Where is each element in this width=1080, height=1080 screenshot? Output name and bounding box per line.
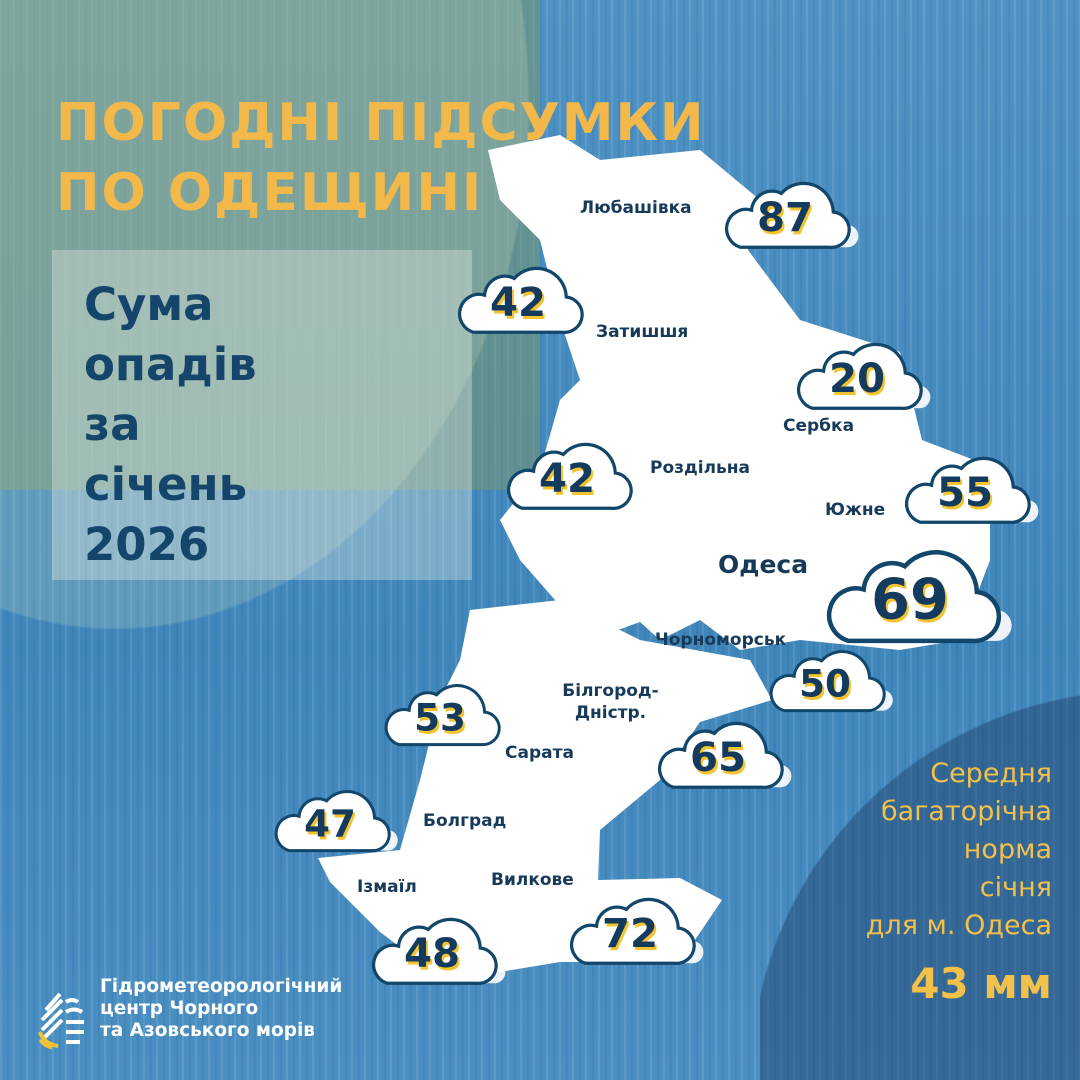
station-label: Чорноморськ — [655, 630, 787, 650]
precipitation-value: 69 — [871, 567, 949, 633]
cloud-icon — [506, 442, 641, 510]
cloud-icon — [569, 897, 704, 965]
precipitation-cloud: 48 — [367, 909, 506, 987]
precipitation-value: 42 — [538, 455, 596, 503]
decorative-circle — [0, 0, 530, 630]
norm-circle — [760, 690, 1080, 1080]
precipitation-value: 20 — [828, 355, 886, 403]
precipitation-value: 47 — [304, 801, 356, 846]
norm-line: Середня — [930, 758, 1052, 789]
cloud-icon — [769, 650, 893, 713]
precipitation-value: 72 — [601, 910, 659, 958]
precipitation-value: 53 — [414, 695, 466, 740]
cloud-icon — [274, 790, 398, 853]
map-north — [488, 135, 1000, 650]
station-label: Затишшя — [596, 322, 689, 342]
station-label: Сербка — [783, 416, 855, 436]
org-line: та Азовського морів — [100, 1020, 315, 1041]
precipitation-cloud: 50 — [765, 642, 893, 714]
subtitle-line: опадів — [84, 338, 257, 391]
norm-line: норма — [963, 834, 1052, 865]
cloud-icon — [904, 456, 1039, 524]
norm-line: багаторічна — [881, 796, 1052, 827]
green-panel — [0, 0, 540, 490]
cloud-icon — [657, 721, 792, 789]
org-line: Гідрометеорологічний — [100, 976, 343, 997]
precipitation-cloud: 69 — [820, 538, 1012, 646]
precipitation-cloud: 42 — [502, 434, 641, 512]
precipitation-cloud: 65 — [653, 713, 792, 791]
subtitle: Сума опадів за січень 2026 — [84, 275, 257, 575]
station-label: Любашівка — [580, 198, 692, 218]
precipitation-value: 65 — [689, 734, 747, 782]
precipitation-value: 48 — [403, 930, 461, 978]
title-line: ПОГОДНІ ПІДСУМКИ — [56, 93, 706, 153]
cloud-icon — [457, 266, 592, 334]
station-label: Сарата — [505, 743, 574, 763]
station-label: Южне — [825, 500, 886, 520]
precipitation-value: 55 — [936, 469, 994, 517]
precipitation-value: 50 — [799, 661, 851, 706]
station-label: Вилкове — [491, 870, 574, 890]
subtitle-line: 2026 — [84, 518, 210, 571]
page-title: ПОГОДНІ ПІДСУМКИ ПО ОДЕЩИНІ — [56, 88, 706, 228]
precipitation-cloud: 42 — [453, 258, 592, 336]
cloud-icon — [384, 684, 508, 747]
station-label: Роздільна — [650, 458, 750, 478]
subtitle-panel — [52, 250, 472, 580]
subtitle-line: за — [84, 398, 141, 451]
org-line: центр Чорного — [100, 998, 259, 1019]
cloud-icon — [796, 342, 931, 410]
precipitation-cloud: 55 — [900, 448, 1039, 526]
precipitation-cloud: 72 — [565, 889, 704, 967]
norm-line: для м. Одеса — [865, 910, 1052, 941]
precipitation-cloud: 47 — [270, 782, 398, 854]
hydromet-logo-icon — [38, 992, 84, 1050]
precipitation-cloud: 87 — [720, 173, 859, 251]
map-south — [318, 600, 772, 972]
station-label: Білгород-Дністр. — [562, 681, 659, 723]
precipitation-value: 87 — [756, 194, 814, 242]
station-label: Одеса — [718, 550, 809, 579]
cloud-icon — [724, 181, 859, 249]
station-label: Болград — [423, 811, 507, 831]
norm-line: січня — [979, 872, 1052, 903]
organization-name: Гідрометеорологічний центр Чорного та Аз… — [100, 976, 342, 1042]
cloud-icon — [826, 550, 1012, 644]
subtitle-line: січень — [84, 458, 248, 511]
norm-info: Середня багаторічна норма січня для м. О… — [866, 755, 1052, 1009]
cloud-icon — [371, 917, 506, 985]
precipitation-cloud: 53 — [380, 676, 508, 748]
norm-value: 43 мм — [910, 959, 1052, 1008]
station-label: Ізмаїл — [357, 877, 417, 897]
subtitle-line: Сума — [84, 278, 214, 331]
precipitation-value: 42 — [489, 279, 547, 327]
title-line: ПО ОДЕЩИНІ — [56, 163, 484, 223]
precipitation-cloud: 20 — [792, 334, 931, 412]
